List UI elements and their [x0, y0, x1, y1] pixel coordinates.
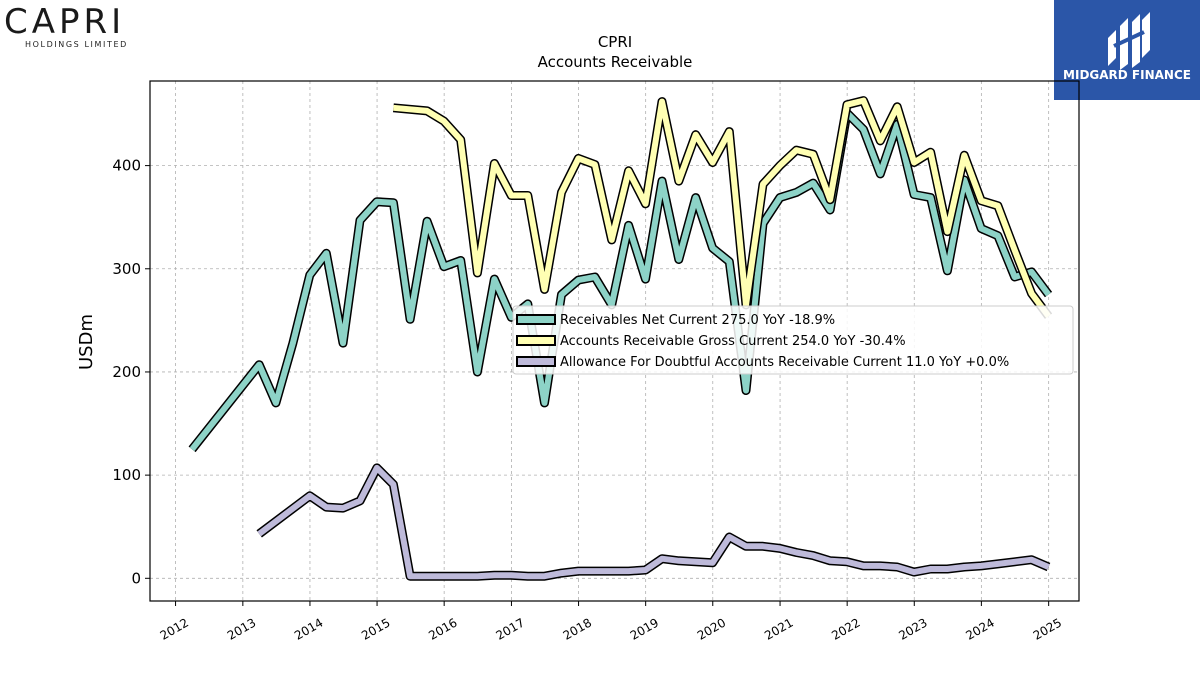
series-line-1 [189, 110, 1051, 452]
x-tick-label: 2013 [225, 615, 258, 642]
x-tick-label: 2022 [829, 615, 862, 642]
x-tick-label: 2018 [561, 615, 594, 642]
legend-box [512, 305, 1074, 375]
chart-title: CPRI [598, 33, 632, 51]
legend-swatch-3 [516, 356, 556, 367]
x-tick-label: 2014 [292, 615, 325, 642]
legend-label-1: Receivables Net Current 275.0 YoY -18.9% [560, 313, 835, 328]
partner-name: MIDGARD FINANCE [1063, 68, 1191, 82]
y-axis-label: USDm [76, 314, 97, 370]
y-tick-label: 200 [112, 363, 141, 381]
midgard-emblem-icon [1108, 12, 1150, 70]
x-tick-label: 2019 [628, 615, 661, 642]
legend: Receivables Net Current 275.0 YoY -18.9%… [512, 305, 1074, 375]
y-tick-label: 400 [112, 157, 141, 175]
legend-label-3: Allowance For Doubtful Accounts Receivab… [560, 355, 1009, 370]
x-tick-label: 2015 [359, 615, 392, 642]
x-tick-label: 2020 [695, 615, 728, 642]
y-tick-label: 100 [112, 466, 141, 484]
x-tick-label: 2024 [963, 615, 996, 642]
y-tick-label: 300 [112, 260, 141, 278]
x-tick-label: 2025 [1031, 615, 1064, 642]
series-outline-3 [256, 463, 1051, 581]
series-lines [188, 96, 1053, 581]
x-tick-label: 2016 [426, 615, 459, 642]
brand-name: CAPRI [4, 2, 126, 42]
legend-label-2: Accounts Receivable Gross Current 254.0 … [560, 334, 906, 349]
plot-frame [149, 80, 1080, 602]
x-tick-label: 2012 [158, 615, 191, 642]
x-tick-label: 2021 [762, 615, 795, 642]
brand-subtitle: HOLDINGS LIMITED [25, 40, 128, 49]
midgard-finance-logo: MIDGARD FINANCE [1054, 0, 1200, 100]
legend-swatch-1 [516, 314, 556, 325]
y-tick-label: 0 [131, 569, 141, 587]
legend-swatch-2 [516, 335, 556, 346]
x-tick-label: 2023 [896, 615, 929, 642]
x-tick-label: 2017 [493, 615, 526, 642]
series-line-3 [257, 464, 1050, 580]
chart-subtitle: Accounts Receivable [538, 53, 693, 71]
capri-logo: CAPRI HOLDINGS LIMITED [0, 0, 160, 56]
series-line-2 [393, 97, 1051, 318]
